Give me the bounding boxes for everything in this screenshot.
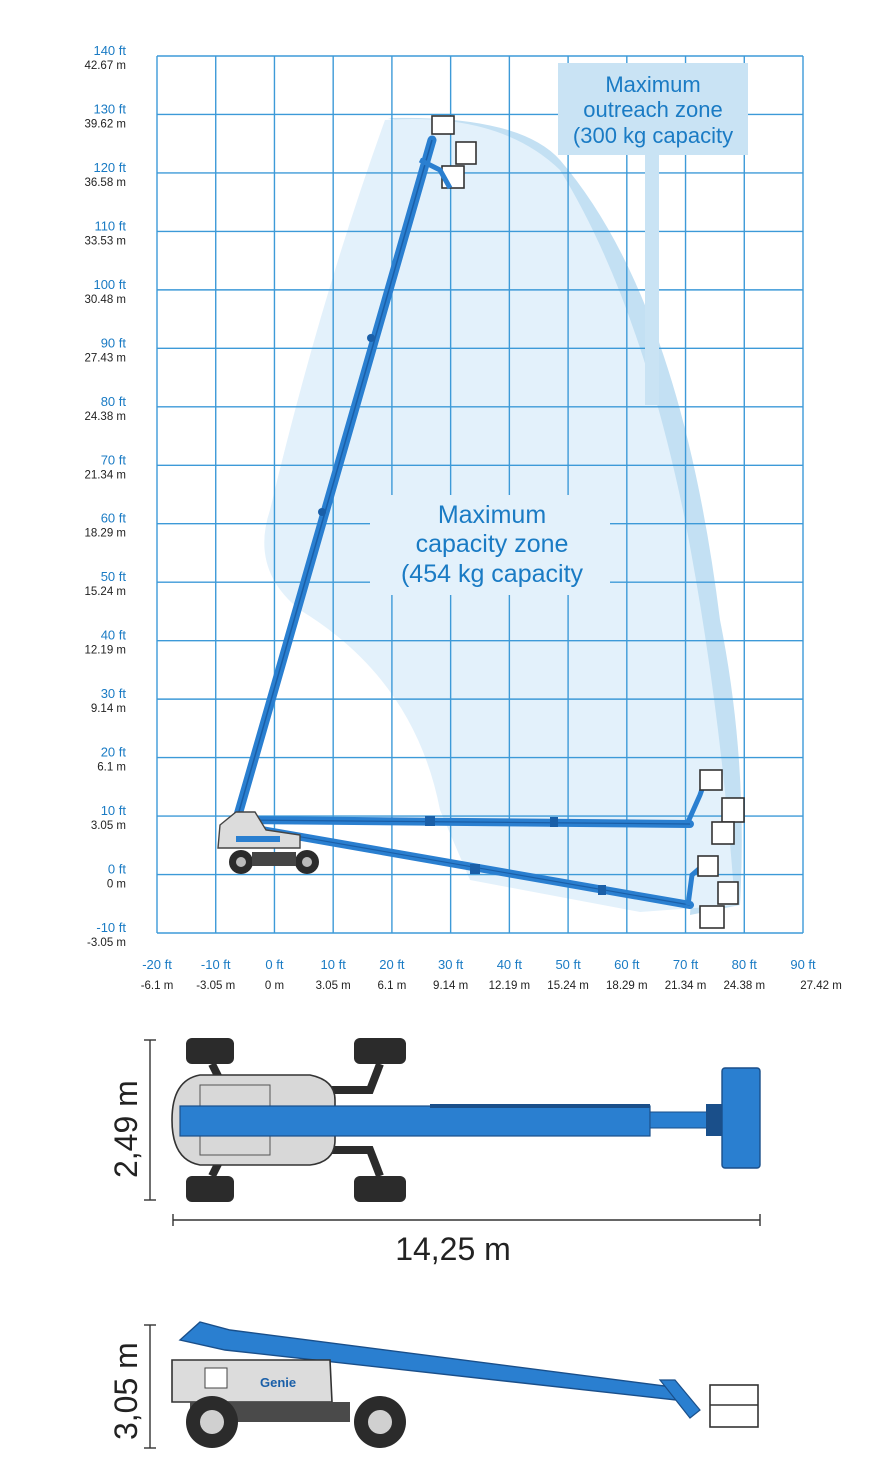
y-tick-label-ft: -10 ft: [96, 920, 126, 935]
capacity-label-box: [370, 495, 610, 595]
y-tick-label-ft: 90 ft: [101, 335, 127, 350]
x-tick-label-m: 6.1 m: [378, 980, 407, 992]
x-tick-label-m: 15.24 m: [547, 980, 589, 992]
platform-horizontal: [685, 769, 745, 845]
y-tick-label-m: 3.05 m: [91, 820, 126, 832]
machine-width-label: 2,49 m: [108, 1080, 144, 1178]
outreach-zone-line3: (300 kg capacity: [573, 123, 733, 148]
x-tick-label-m: -3.05 m: [196, 980, 235, 992]
top-view-tyres: [186, 1038, 406, 1202]
y-tick-label-m: 18.29 m: [84, 528, 126, 540]
y-tick-label-ft: 80 ft: [101, 394, 127, 409]
platform-lowered: [685, 855, 739, 929]
outreach-label-box: [558, 63, 748, 155]
x-tick-label-ft: 70 ft: [673, 957, 699, 972]
x-tick-label-ft: -10 ft: [201, 957, 231, 972]
y-axis-labels: 140 ft 42.67 m 130 ft 39.62 m 120 ft 36.58 m 1…: [84, 43, 126, 949]
y-tick-label-ft: 130 ft: [93, 101, 126, 116]
y-tick-label-ft: 100 ft: [93, 277, 126, 292]
top-view-boom: [179, 1105, 651, 1137]
x-tick-label-ft: 60 ft: [614, 957, 640, 972]
x-tick-label-ft: 10 ft: [321, 957, 347, 972]
x-tick-label-ft: 20 ft: [379, 957, 405, 972]
x-tick-label-ft: 90 ft: [790, 957, 816, 972]
y-tick-label-ft: 50 ft: [101, 569, 127, 584]
x-tick-label-m: 0 m: [265, 980, 284, 992]
y-tick-label-ft: 110 ft: [94, 218, 126, 233]
side-view-wheels: [186, 1396, 406, 1448]
y-tick-label-m: 39.62 m: [84, 118, 126, 130]
outreach-zone-line1: Maximum: [605, 72, 700, 97]
x-tick-label-m: 24.38 m: [723, 980, 765, 992]
x-tick-label-m: 3.05 m: [316, 980, 351, 992]
y-tick-label-m: 33.53 m: [84, 235, 126, 247]
x-tick-label-m: 21.34 m: [665, 980, 707, 992]
y-tick-label-m: 27.43 m: [84, 352, 126, 364]
y-tick-label-m: 0 m: [107, 879, 126, 891]
boom-horizontal: [232, 816, 694, 828]
y-tick-label-m: -3.05 m: [87, 937, 126, 949]
x-tick-label-m: -6.1 m: [141, 980, 174, 992]
x-tick-label-ft: 30 ft: [438, 957, 464, 972]
x-tick-label-ft: 40 ft: [497, 957, 523, 972]
x-tick-label-m: 9.14 m: [433, 980, 468, 992]
side-view-platform: [709, 1384, 759, 1428]
y-tick-label-ft: 30 ft: [101, 686, 127, 701]
capacity-zone-line3: (454 kg capacity: [401, 560, 584, 588]
y-tick-label-m: 12.19 m: [84, 645, 126, 657]
y-tick-label-ft: 120 ft: [93, 160, 126, 175]
chart-grid: [156, 55, 804, 934]
top-view-platform: [721, 1067, 761, 1169]
y-tick-label-ft: 10 ft: [101, 803, 127, 818]
outreach-leader: [645, 155, 659, 405]
y-tick-label-ft: 70 ft: [101, 452, 127, 467]
capacity-zone-line2: capacity zone: [416, 530, 569, 558]
side-view-brand: Genie: [260, 1375, 296, 1390]
x-tick-label-m: 27.42 m: [800, 980, 842, 992]
x-tick-label-m: 18.29 m: [606, 980, 648, 992]
outreach-zone-line2: outreach zone: [583, 97, 722, 122]
y-tick-label-m: 42.67 m: [84, 60, 126, 72]
x-tick-label-ft: 50 ft: [555, 957, 581, 972]
x-tick-label-ft: 0 ft: [265, 957, 283, 972]
working-range-chart: Maximum outreach zone (300 kg capacity M…: [84, 43, 841, 992]
side-view-body: [171, 1359, 333, 1403]
y-tick-label-ft: 140 ft: [93, 43, 126, 58]
capacity-zone-line1: Maximum: [438, 501, 546, 529]
x-tick-label-m: 12.19 m: [489, 980, 531, 992]
y-tick-label-m: 36.58 m: [84, 177, 126, 189]
y-tick-label-m: 15.24 m: [84, 586, 126, 598]
side-view: 3,05 m Genie: [108, 1321, 759, 1449]
platform-top: [418, 115, 477, 190]
y-tick-label-m: 30.48 m: [84, 294, 126, 306]
y-tick-label-m: 9.14 m: [91, 703, 126, 715]
machine-length-label: 14,25 m: [395, 1231, 511, 1267]
x-tick-label-ft: -20 ft: [142, 957, 172, 972]
x-tick-label-ft: 80 ft: [732, 957, 758, 972]
y-tick-label-ft: 40 ft: [101, 628, 127, 643]
top-view: 2,49 m 14,25 m: [108, 1038, 761, 1267]
y-tick-label-m: 6.1 m: [97, 762, 126, 774]
machine-height-label: 3,05 m: [108, 1342, 144, 1440]
boom-lowered: [246, 824, 694, 909]
chassis-elevation: [217, 811, 319, 874]
y-tick-label-ft: 20 ft: [101, 745, 127, 760]
y-tick-label-m: 21.34 m: [84, 469, 126, 481]
boom-vertical: [231, 135, 437, 827]
x-axis-labels: -20 ft -6.1 m -10 ft -3.05 m 0 ft 0 m 10 ft 3.0…: [141, 957, 842, 992]
y-tick-label-ft: 0 ft: [108, 862, 126, 877]
y-tick-label-m: 24.38 m: [84, 411, 126, 423]
y-tick-label-ft: 60 ft: [101, 511, 127, 526]
